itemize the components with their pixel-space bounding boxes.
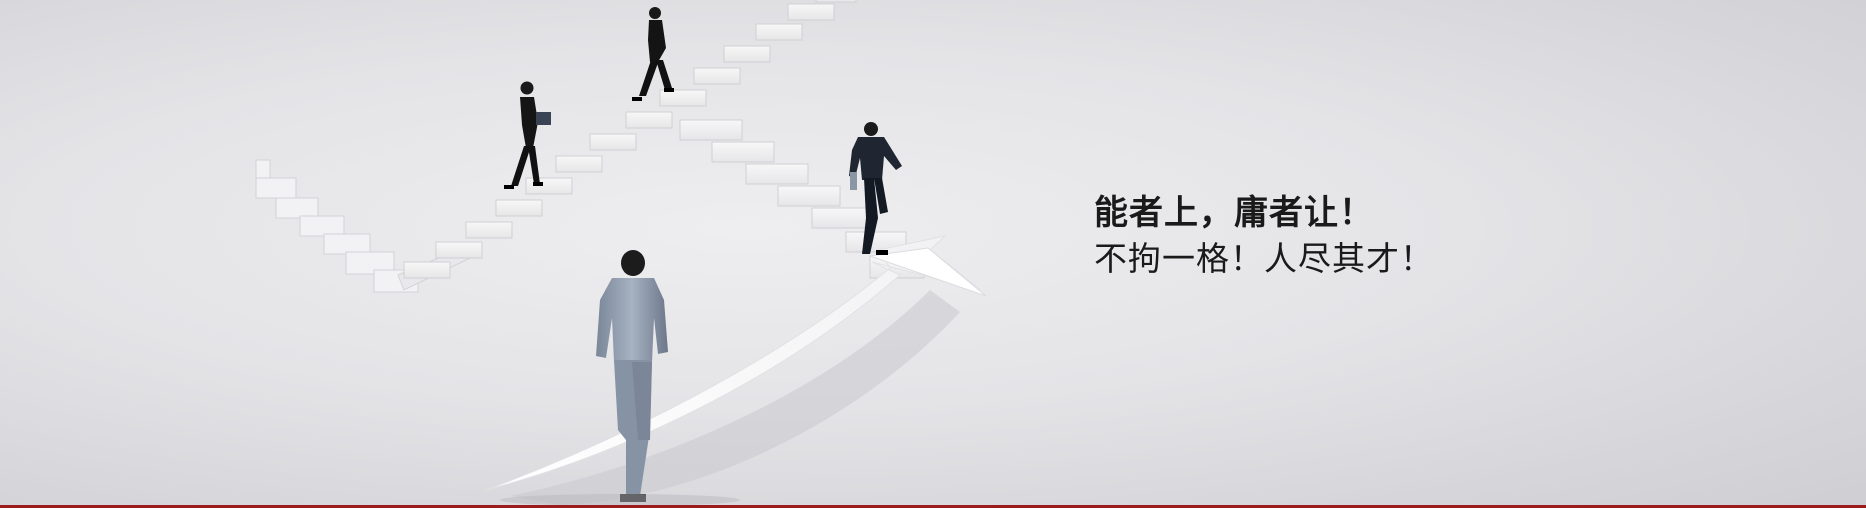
slogan-block: 能者上，庸者让！ 不拘一格！人尽其才！ — [1094, 190, 1434, 282]
man-with-briefcase-figure — [849, 122, 902, 255]
woman-top-figure — [632, 7, 674, 101]
accent-bottom-rule — [0, 505, 1866, 508]
foreground-man-figure — [596, 250, 668, 502]
climber-with-books-figure — [504, 81, 551, 189]
center-staircase — [403, 0, 857, 279]
slogan-headline: 能者上，庸者让！ — [1094, 193, 1374, 233]
slogan-subline: 不拘一格！人尽其才！ — [1094, 239, 1434, 278]
